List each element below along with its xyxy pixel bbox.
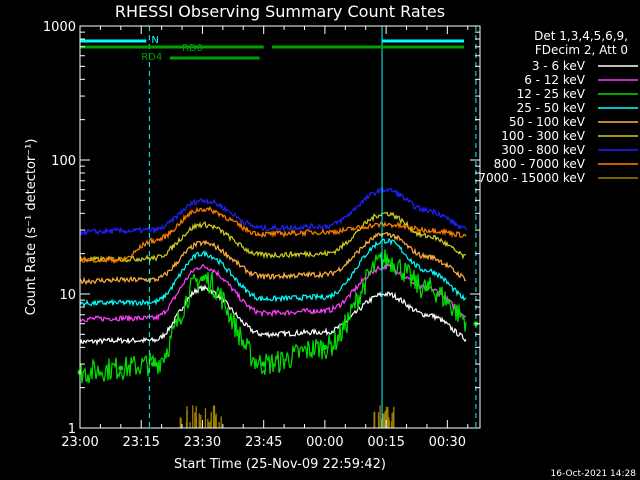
series-point — [383, 257, 389, 263]
x-tick-label: 23:15 — [122, 435, 159, 450]
series-line — [79, 186, 467, 237]
legend-entry-label: 800 - 7000 keV — [494, 157, 586, 171]
legend-entry-label: 25 - 50 keV — [517, 101, 586, 115]
series-layer — [77, 186, 479, 428]
legend-entry-label: 50 - 100 keV — [509, 115, 586, 129]
legend: Det 1,3,4,5,6,9, FDecim 2, Att 0 3 - 6 k… — [478, 29, 638, 185]
flag-layer: N RD0 RD4 — [80, 26, 477, 428]
series-point — [118, 365, 124, 371]
series-line — [79, 231, 467, 286]
series-line — [79, 263, 467, 323]
series-point — [261, 361, 267, 367]
legend-entry-label: 7000 - 15000 keV — [478, 171, 585, 185]
y-tick-label: 10 — [59, 288, 76, 303]
series-0 — [79, 284, 467, 346]
chart-title: RHESSI Observing Summary Count Rates — [115, 2, 445, 21]
y-tick-label: 1 — [68, 422, 76, 437]
series-line — [79, 211, 467, 264]
y-tick-label: 100 — [51, 154, 76, 169]
legend-header-line-1: Det 1,3,4,5,6,9, — [534, 29, 628, 43]
series-point — [424, 285, 430, 291]
legend-entry-label: 12 - 25 keV — [517, 87, 586, 101]
y-tick-label: 1000 — [43, 20, 76, 35]
x-axis-label: Start Time (25-Nov-09 22:59:42) — [174, 457, 386, 472]
series-line — [79, 205, 467, 265]
plot-frame — [79, 25, 481, 429]
series-point — [199, 276, 205, 282]
legend-entry-label: 3 - 6 keV — [532, 59, 586, 73]
series-5 — [79, 211, 467, 264]
x-tick-label: 00:00 — [306, 435, 343, 450]
series-point — [150, 361, 156, 367]
x-tick-label: 23:30 — [184, 435, 221, 450]
legend-entry-label: 300 - 800 keV — [501, 143, 585, 157]
series-line — [79, 237, 467, 308]
series-point — [322, 344, 328, 350]
series-line — [79, 249, 467, 384]
series-6 — [79, 186, 467, 237]
x-tick-label: 00:15 — [367, 435, 404, 450]
series-3 — [79, 237, 467, 308]
series-7 — [79, 205, 467, 265]
legend-entry-label: 6 - 12 keV — [524, 73, 586, 87]
axis-ticks: 23:00 23:15 23:30 23:45 00:00 00:15 00:30 1 10 10… — [43, 20, 480, 450]
night-flag-label: N — [151, 35, 158, 46]
rd4-flag-label: RD4 — [141, 52, 162, 63]
x-tick-label: 00:30 — [429, 435, 466, 450]
rd0-flag-label: RD0 — [182, 43, 203, 54]
legend-entry-label: 100 - 300 keV — [501, 129, 585, 143]
series-4 — [79, 231, 467, 286]
x-tick-label: 23:45 — [245, 435, 282, 450]
timestamp: 16-Oct-2021 14:28 — [551, 469, 637, 479]
series-line — [79, 284, 467, 346]
legend-header-line-2: FDecim 2, Att 0 — [535, 43, 628, 57]
series-1 — [79, 263, 467, 323]
x-tick-label: 23:00 — [61, 435, 98, 450]
y-axis-label: Count Rate (s⁻¹ detector⁻¹) — [24, 139, 39, 316]
